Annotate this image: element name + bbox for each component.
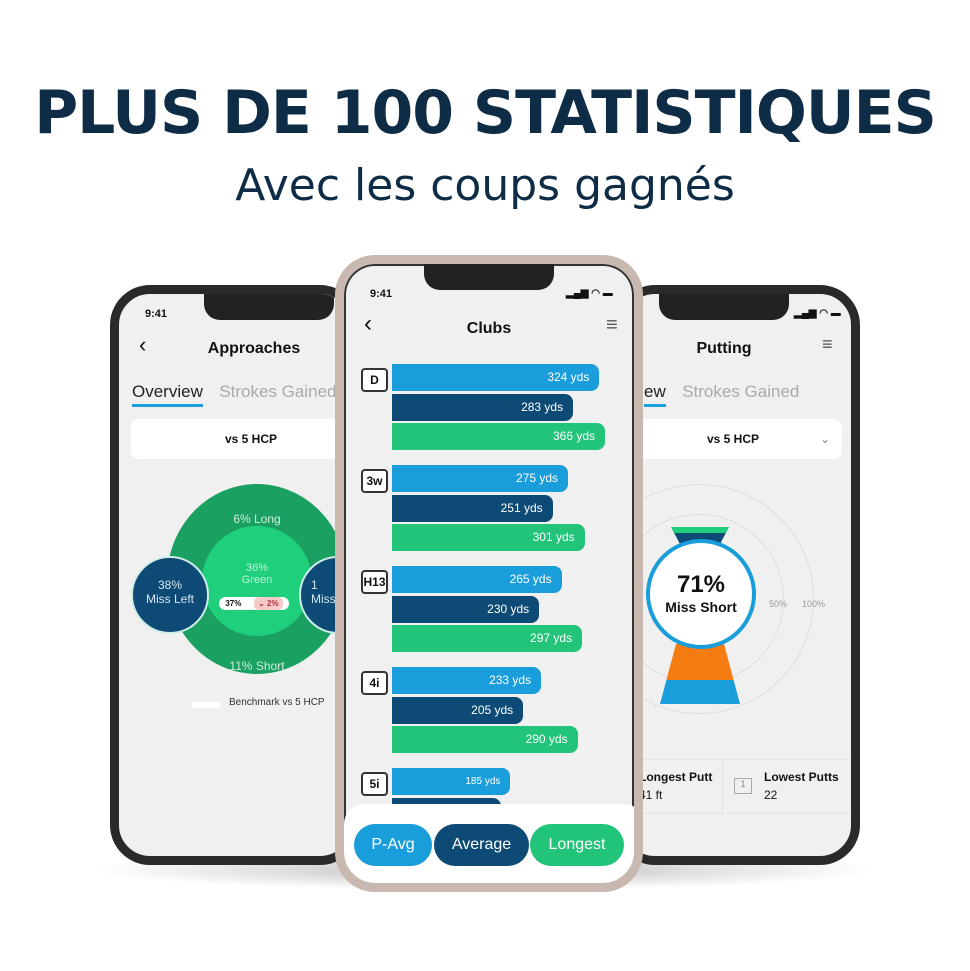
filter-icon[interactable]: ≡ — [822, 334, 833, 354]
toggle-average[interactable]: Average — [434, 824, 529, 866]
club-label: D — [361, 368, 388, 392]
status-icons: ▂▄▆ ◠ ▬ — [566, 288, 613, 299]
bar-average: 205 yds — [392, 696, 524, 724]
notch — [424, 264, 554, 290]
center-phone: 9:41 ▂▄▆ ◠ ▬ ‹ Clubs ≡ D 324 yds 283 yds 36… — [335, 255, 643, 892]
tab-overview[interactable]: Overview — [132, 382, 203, 407]
pill-value: 37% — [225, 599, 242, 608]
toggle-bar: P-Avg Average Longest — [344, 804, 634, 883]
benchmark-pill: 37% ⌄ 2% — [219, 597, 289, 610]
club-label: 4i — [361, 671, 388, 695]
notch — [659, 294, 789, 320]
status-time: 9:41 — [370, 288, 393, 300]
green-pct: 36% — [245, 562, 269, 574]
tab-strokes-gained[interactable]: Strokes Gained — [682, 382, 800, 401]
bar-p-avg: 185 yds — [392, 768, 511, 795]
club-distance-chart: D 324 yds 283 yds 366 yds 3w 275 yds 251 yds 30… — [344, 264, 634, 883]
ring-label-50: 50% — [769, 599, 788, 609]
left-phone: 9:41 ‹ Approaches Overview Strokes Gaine… — [110, 285, 360, 865]
ring-label-100: 100% — [802, 599, 826, 609]
chevron-down-icon: ⌄ — [258, 599, 265, 608]
screen-title: Clubs — [466, 320, 512, 337]
chevron-left-icon[interactable]: ‹ — [364, 310, 372, 337]
tab-strokes-gained[interactable]: Strokes Gained — [219, 382, 337, 401]
bar-p-avg: 233 yds — [392, 667, 542, 694]
bar-longest: 290 yds — [392, 726, 578, 753]
tab-overview[interactable]: ew — [644, 382, 666, 407]
right-phone: ▂▄▆ ◠ ▬ Putting ≡ ew Strokes Gained vs 5… — [615, 285, 860, 865]
miss-left-circle: 38% Miss Left — [131, 556, 209, 634]
scorecard-icon: 1 — [734, 778, 752, 794]
status-icons: ▂▄▆ ◠ ▬ — [794, 308, 841, 319]
screen-title: Putting — [696, 340, 752, 357]
stat-longest-putt: Longest Putt 41 ft — [639, 770, 713, 802]
toggle-p-avg[interactable]: P-Avg — [354, 824, 432, 866]
green-circle — [202, 526, 312, 636]
screen-title: Approaches — [207, 340, 301, 357]
bar-p-avg: 265 yds — [392, 566, 562, 593]
compare-select[interactable]: vs 5 HCP ⌄ — [624, 419, 842, 459]
bar-average: 251 yds — [392, 494, 553, 522]
pill-delta: ⌄ 2% — [254, 597, 283, 610]
bar-average: 230 yds — [392, 595, 540, 623]
short-label: 11% Short — [229, 659, 285, 673]
green-label: Green — [241, 574, 273, 586]
long-label: 6% Long — [233, 512, 281, 526]
club-label: H13 — [361, 570, 388, 594]
chevron-down-icon: ⌄ — [819, 432, 830, 446]
bar-average: 283 yds — [392, 393, 574, 421]
bar-longest: 301 yds — [392, 524, 585, 551]
chevron-left-icon[interactable]: ‹ — [139, 332, 147, 357]
bar-longest: 366 yds — [392, 423, 605, 450]
headline: PLUS DE 100 STATISTIQUES — [34, 78, 937, 148]
subheadline: Avec les coups gagnés — [235, 160, 735, 211]
miss-short-circle: 71% Miss Short — [646, 539, 756, 649]
toggle-longest[interactable]: Longest — [530, 824, 624, 866]
status-time: 9:41 — [145, 308, 168, 320]
bar-longest: 297 yds — [392, 625, 583, 652]
club-label: 3w — [361, 469, 388, 493]
compare-select[interactable]: vs 5 HCP — [131, 419, 351, 459]
legend-label: Benchmark vs 5 HCP — [229, 697, 325, 708]
stat-lowest-putts: Lowest Putts 22 — [764, 770, 839, 802]
club-label: 5i — [361, 772, 388, 796]
notch — [204, 294, 334, 320]
filter-icon[interactable]: ≡ — [606, 314, 618, 336]
bar-p-avg: 275 yds — [392, 465, 568, 492]
bar-p-avg: 324 yds — [392, 364, 600, 391]
legend-swatch — [191, 702, 221, 708]
